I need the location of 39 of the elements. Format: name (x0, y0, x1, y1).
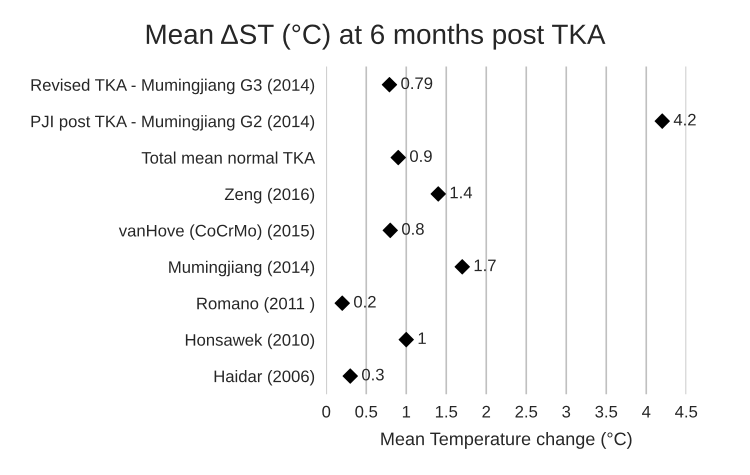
data-label: 0.8 (402, 223, 424, 235)
data-label: 0.79 (401, 77, 432, 90)
x-tick-label: 2 (482, 406, 490, 418)
data-label: 0.9 (410, 150, 432, 162)
point (430, 186, 446, 202)
y-tick-label: Revised TKA - Mumingjiang G3 (2014) (32, 78, 314, 94)
x-tick-label: 4.5 (675, 406, 698, 418)
x-tick-label: 3 (562, 406, 570, 418)
point (382, 222, 398, 238)
y-tick-label: Honsawek (2010) (186, 334, 314, 350)
data-label: 4.2 (674, 114, 696, 126)
x-tick-label: 1 (402, 406, 410, 418)
data-label: 1 (418, 332, 426, 344)
data-label: 1.7 (474, 260, 496, 272)
y-tick-label: PJI post TKA - Mumingjiang G2 (2014) (32, 115, 314, 131)
x-tick-label: 1.5 (436, 406, 458, 418)
x-tick-label: 2.5 (516, 406, 538, 418)
point (390, 150, 406, 166)
point (398, 332, 414, 348)
point (654, 113, 670, 129)
x-tick-label: 3.5 (595, 406, 618, 418)
x-tick-label: 0.5 (355, 406, 378, 418)
x-axis-title: Mean Temperature change (°C) (381, 432, 632, 449)
chart-title: Mean ΔST (°C) at 6 months post TKA (146, 24, 606, 50)
y-tick-label: vanHove (CoCrMo) (2015) (118, 224, 314, 240)
y-tick-label: Mumingjiang (2014) (169, 260, 314, 276)
y-tick-label: Zeng (2016) (224, 188, 314, 204)
point (382, 77, 398, 92)
data-label: 0.2 (354, 296, 376, 308)
point (334, 296, 350, 311)
y-tick-label: Total mean normal TKA (142, 152, 316, 164)
x-tick-label: 0 (322, 406, 330, 418)
x-tick-label: 4 (642, 406, 650, 418)
data-label: 0.3 (362, 368, 384, 381)
y-tick-label: Romano (2011 ) (197, 297, 314, 313)
y-tick-label: Haidar (2006) (214, 370, 314, 386)
data-label: 1.4 (450, 186, 472, 198)
point (342, 368, 358, 384)
point (454, 259, 470, 274)
